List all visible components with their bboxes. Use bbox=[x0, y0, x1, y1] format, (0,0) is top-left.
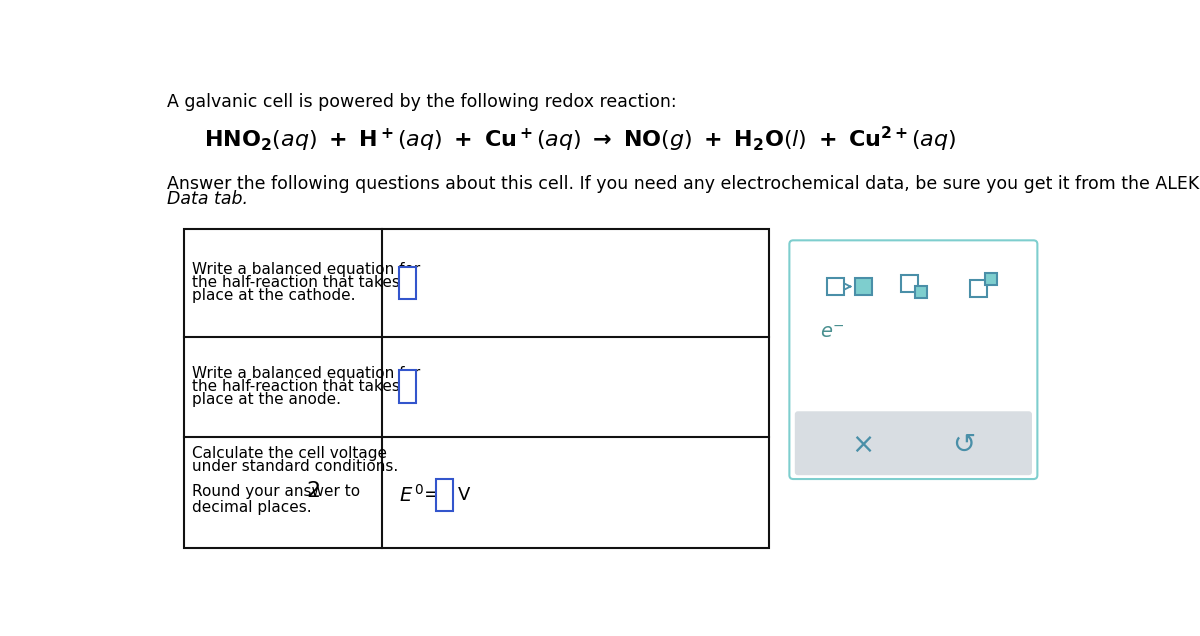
Text: =: = bbox=[424, 485, 440, 504]
Bar bbox=[398, 266, 416, 299]
Bar bbox=[985, 273, 997, 285]
Bar bbox=[827, 278, 845, 295]
FancyBboxPatch shape bbox=[794, 411, 1032, 475]
Text: $\mathbf{HNO_2}$$\mathit{(aq)}$$\mathbf{\ +\ H^+}$$\mathit{(aq)}$$\mathbf{\ +\ C: $\mathbf{HNO_2}$$\mathit{(aq)}$$\mathbf{… bbox=[204, 125, 956, 154]
Bar bbox=[436, 478, 454, 511]
Text: place at the cathode.: place at the cathode. bbox=[192, 288, 355, 303]
Text: Data tab.: Data tab. bbox=[167, 190, 248, 208]
Text: Answer the following questions about this cell. If you need any electrochemical : Answer the following questions about thi… bbox=[167, 175, 1200, 193]
Text: V: V bbox=[457, 486, 470, 504]
Bar bbox=[901, 275, 918, 292]
Bar bbox=[970, 280, 986, 297]
Bar bbox=[914, 286, 928, 298]
Text: Round your answer to: Round your answer to bbox=[192, 485, 365, 499]
Text: Write a balanced equation for: Write a balanced equation for bbox=[192, 262, 420, 277]
Text: $\mathit{e}^{-}$: $\mathit{e}^{-}$ bbox=[821, 323, 845, 342]
Text: the half-reaction that takes: the half-reaction that takes bbox=[192, 275, 400, 290]
Bar bbox=[184, 229, 769, 548]
Text: $\mathit{E}^{\,0}$: $\mathit{E}^{\,0}$ bbox=[398, 484, 425, 506]
Text: 2: 2 bbox=[306, 481, 320, 501]
Text: the half-reaction that takes: the half-reaction that takes bbox=[192, 379, 400, 394]
Text: ↺: ↺ bbox=[952, 431, 976, 459]
Text: under standard conditions.: under standard conditions. bbox=[192, 459, 398, 474]
Bar bbox=[856, 278, 872, 295]
Text: place at the anode.: place at the anode. bbox=[192, 392, 341, 407]
FancyBboxPatch shape bbox=[790, 240, 1037, 479]
Bar bbox=[398, 370, 416, 403]
Text: Calculate the cell voltage: Calculate the cell voltage bbox=[192, 446, 386, 461]
Text: decimal places.: decimal places. bbox=[192, 500, 312, 515]
Text: ×: × bbox=[851, 431, 875, 459]
Text: A galvanic cell is powered by the following redox reaction:: A galvanic cell is powered by the follow… bbox=[167, 93, 677, 111]
Text: Write a balanced equation for: Write a balanced equation for bbox=[192, 366, 420, 381]
